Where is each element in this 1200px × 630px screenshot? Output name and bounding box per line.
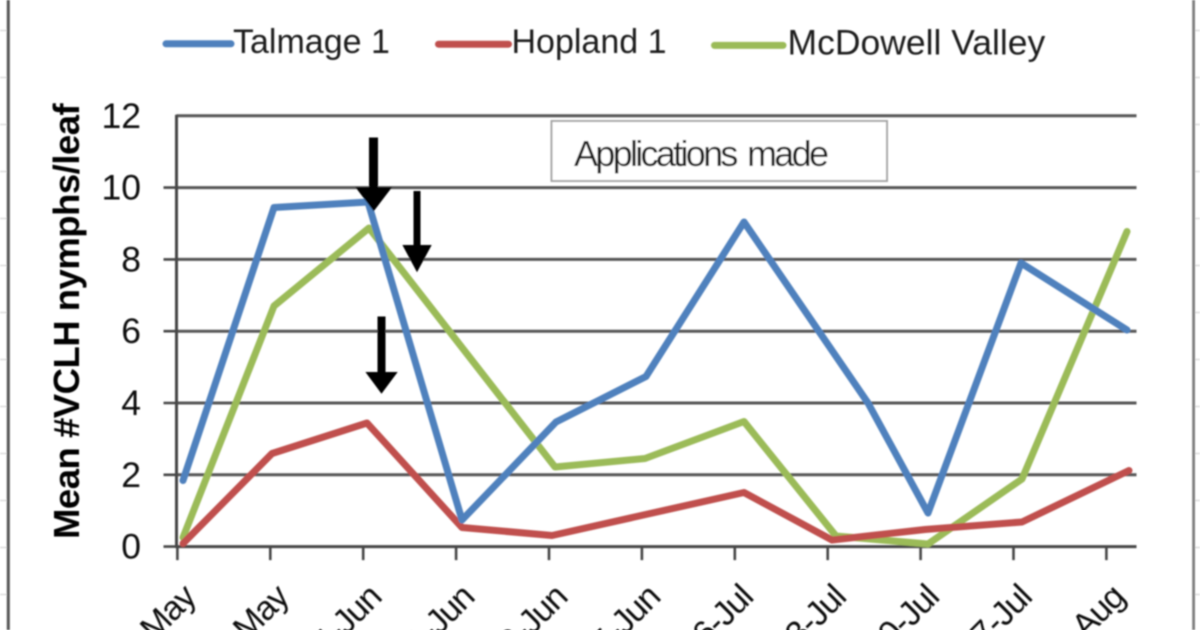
svg-text:2: 2 [121,455,141,495]
svg-text:0: 0 [121,527,141,567]
svg-text:4: 4 [121,383,141,423]
svg-text:12: 12 [102,96,142,136]
svg-text:10: 10 [102,168,142,208]
svg-text:Hopland 1: Hopland 1 [512,23,667,61]
svg-text:Mean #VCLH nymphs/leaf: Mean #VCLH nymphs/leaf [46,102,87,539]
svg-text:Talmage 1: Talmage 1 [233,23,390,61]
svg-text:8: 8 [121,239,141,279]
svg-text:McDowell Valley: McDowell Valley [788,23,1046,63]
svg-text:6: 6 [121,311,141,351]
svg-text:Applications made: Applications made [574,133,828,174]
